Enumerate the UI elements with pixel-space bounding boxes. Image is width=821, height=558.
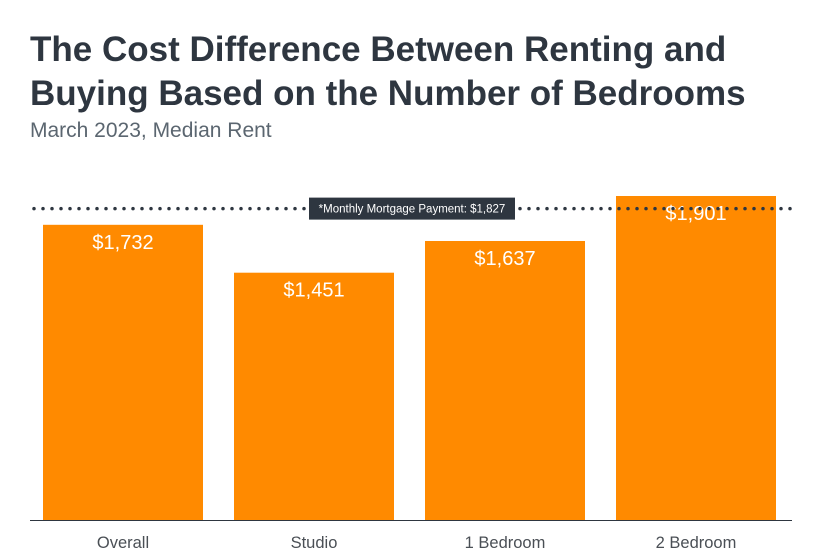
x-tick-label-1: Studio	[291, 534, 338, 552]
bar-3	[616, 196, 776, 520]
bar-value-label-1: $1,451	[283, 280, 344, 302]
bar-value-label-2: $1,637	[474, 248, 535, 270]
x-tick-labels: Overall Studio 1 Bedroom 2 Bedroom	[97, 534, 736, 552]
x-tick-label-2: 1 Bedroom	[465, 534, 546, 552]
x-tick-label-0: Overall	[97, 534, 149, 552]
chart-title: The Cost Difference Between Renting and …	[30, 30, 746, 113]
bar-1	[234, 272, 394, 520]
bar-0	[43, 224, 203, 521]
mortgage-reference-callout: *Monthly Mortgage Payment: $1,827	[309, 197, 515, 220]
bar-value-label-0: $1,732	[92, 232, 153, 254]
bar-value-labels: $1,732 $1,451 $1,637 $1,901	[92, 203, 726, 302]
bars-group	[43, 196, 776, 521]
mortgage-label: *Monthly Mortgage Payment: $1,827	[319, 204, 506, 216]
bar-2	[425, 240, 585, 520]
mortgage-label-box	[309, 197, 515, 220]
bar-value-label-3: $1,901	[665, 203, 726, 225]
x-tick-label-3: 2 Bedroom	[656, 534, 737, 552]
chart-subtitle: March 2023, Median Rent	[30, 119, 272, 142]
